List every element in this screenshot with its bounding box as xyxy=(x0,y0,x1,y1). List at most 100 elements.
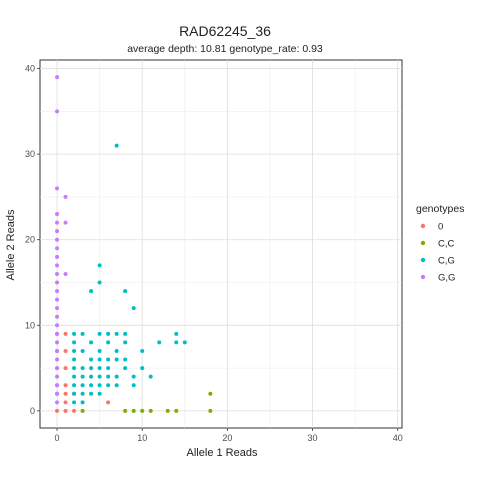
data-point xyxy=(55,408,60,413)
y-tick-label: 0 xyxy=(30,406,35,416)
plot-panel xyxy=(39,59,403,429)
data-point xyxy=(208,391,213,396)
data-point xyxy=(89,340,94,345)
data-point xyxy=(63,408,68,413)
data-point xyxy=(140,366,145,371)
y-tick-label: 10 xyxy=(25,320,35,330)
x-tick-label: 20 xyxy=(222,433,232,443)
data-point xyxy=(131,383,136,388)
data-point xyxy=(157,340,162,345)
data-point xyxy=(106,340,111,345)
data-point xyxy=(106,357,111,362)
data-point xyxy=(114,383,119,388)
data-point xyxy=(89,383,94,388)
data-point xyxy=(72,331,77,336)
legend-title: genotypes xyxy=(416,203,464,215)
data-point xyxy=(55,212,60,217)
data-point xyxy=(72,366,77,371)
data-point xyxy=(55,357,60,362)
data-point xyxy=(182,340,187,345)
data-point xyxy=(114,331,119,336)
data-point xyxy=(80,331,85,336)
data-point xyxy=(63,400,68,405)
legend-label: G,G xyxy=(438,273,455,284)
data-point xyxy=(55,383,60,388)
legend-key xyxy=(420,257,426,263)
data-point xyxy=(140,348,145,353)
data-point xyxy=(123,408,128,413)
data-point xyxy=(174,408,179,413)
data-point xyxy=(97,366,102,371)
y-tick-label: 40 xyxy=(25,64,35,74)
data-point xyxy=(89,289,94,294)
data-point xyxy=(55,314,60,319)
x-tick-label: 30 xyxy=(308,433,318,443)
data-point xyxy=(148,374,153,379)
data-point xyxy=(106,383,111,388)
data-point xyxy=(97,331,102,336)
data-point xyxy=(55,306,60,311)
data-point xyxy=(97,263,102,268)
y-tick-label: 30 xyxy=(25,149,35,159)
data-point xyxy=(140,408,145,413)
y-axis-label: Allele 2 Reads xyxy=(5,209,17,280)
data-point xyxy=(55,366,60,371)
axis-ticks: 0 10 20 30 40 0 10 20 30 40 xyxy=(25,64,403,443)
data-point xyxy=(80,366,85,371)
data-point xyxy=(97,383,102,388)
data-point xyxy=(72,357,77,362)
data-point xyxy=(55,186,60,191)
x-tick-label: 40 xyxy=(393,433,403,443)
data-point xyxy=(148,408,153,413)
data-point xyxy=(63,271,68,276)
data-point xyxy=(55,391,60,396)
data-point xyxy=(55,348,60,353)
data-point xyxy=(55,340,60,345)
data-point xyxy=(97,357,102,362)
x-axis-label: Allele 1 Reads xyxy=(187,447,258,459)
data-point xyxy=(106,374,111,379)
data-point xyxy=(63,194,68,199)
data-point xyxy=(123,331,128,336)
data-point xyxy=(106,366,111,371)
data-point xyxy=(123,289,128,294)
data-point xyxy=(123,340,128,345)
data-point xyxy=(55,263,60,268)
data-point xyxy=(72,408,77,413)
data-point xyxy=(55,220,60,225)
data-point xyxy=(55,323,60,328)
data-point xyxy=(55,331,60,336)
legend: genotypes 0 C,C C,G G,G xyxy=(416,203,464,284)
data-point xyxy=(55,400,60,405)
legend-key xyxy=(420,240,426,246)
data-point xyxy=(63,383,68,388)
data-points xyxy=(55,75,213,413)
data-point xyxy=(55,374,60,379)
data-point xyxy=(114,357,119,362)
data-point xyxy=(55,237,60,242)
data-point xyxy=(174,340,179,345)
data-point xyxy=(114,374,119,379)
data-point xyxy=(106,331,111,336)
data-point xyxy=(131,306,136,311)
x-tick-label: 10 xyxy=(137,433,147,443)
data-point xyxy=(80,348,85,353)
data-point xyxy=(55,271,60,276)
data-point xyxy=(72,374,77,379)
legend-label: C,C xyxy=(438,239,455,250)
data-point xyxy=(131,374,136,379)
data-point xyxy=(72,340,77,345)
data-point xyxy=(89,366,94,371)
data-point xyxy=(55,109,60,114)
data-point xyxy=(80,400,85,405)
x-tick-label: 0 xyxy=(55,433,60,443)
data-point xyxy=(123,357,128,362)
data-point xyxy=(72,348,77,353)
chart-title: RAD62245_36 xyxy=(179,23,271,39)
data-point xyxy=(97,348,102,353)
legend-label: 0 xyxy=(438,222,443,233)
legend-key xyxy=(420,274,426,280)
data-point xyxy=(89,391,94,396)
data-point xyxy=(97,280,102,285)
